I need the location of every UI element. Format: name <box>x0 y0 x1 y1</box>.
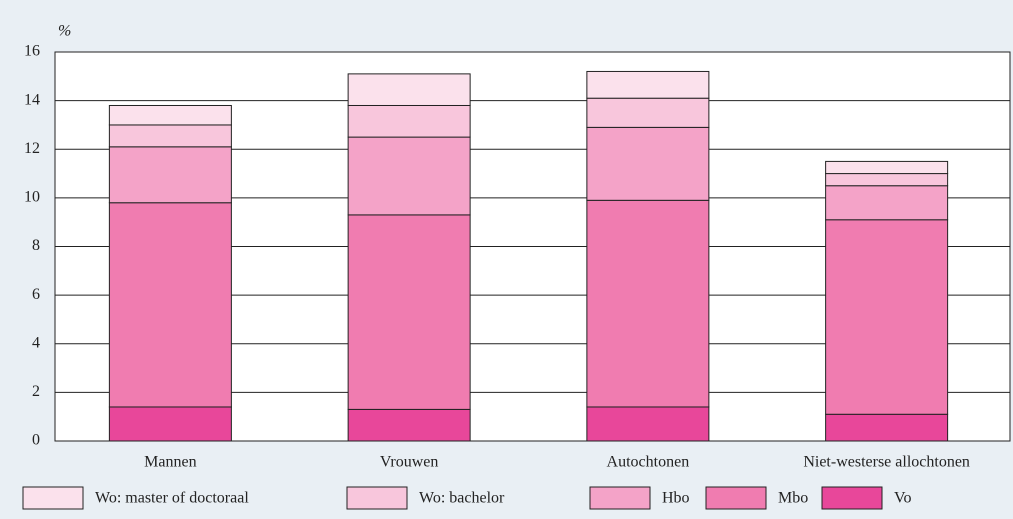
legend-label: Hbo <box>662 490 690 507</box>
y-tick-label: 12 <box>24 140 40 157</box>
legend-swatch <box>821 486 883 510</box>
bar-segment <box>347 136 471 216</box>
bar-segment <box>347 214 471 410</box>
bar-segment <box>347 408 471 442</box>
bar-segment <box>825 413 949 442</box>
bar-segment <box>347 104 471 138</box>
bar-segment <box>586 406 710 442</box>
y-tick-label: 2 <box>32 383 40 400</box>
y-tick-label: 10 <box>24 189 40 206</box>
bar-segment <box>825 160 949 175</box>
bar-segment <box>825 185 949 221</box>
x-tick-label: Vrouwen <box>380 454 439 471</box>
bar-segment <box>586 199 710 408</box>
y-tick-label: 14 <box>24 91 40 108</box>
bar-segment <box>108 146 232 204</box>
y-axis-label: % <box>58 23 71 40</box>
legend-swatch <box>589 486 651 510</box>
y-tick-label: 8 <box>32 237 40 254</box>
bar-segment <box>586 97 710 128</box>
x-tick-label: Niet-westerse allochtonen <box>803 454 970 471</box>
x-tick-label: Autochtonen <box>607 454 690 471</box>
bar-segment <box>108 406 232 442</box>
legend-swatch <box>22 486 84 510</box>
bar-segment <box>586 126 710 201</box>
legend-label: Mbo <box>778 490 808 507</box>
x-tick-label: Mannen <box>144 454 196 471</box>
legend-swatch <box>705 486 767 510</box>
bar-segment <box>108 124 232 148</box>
bar-segment <box>825 173 949 187</box>
bar-segment <box>108 202 232 408</box>
bar-segment <box>825 219 949 415</box>
y-tick-label: 0 <box>32 432 40 449</box>
bar-segment <box>347 73 471 106</box>
legend-label: Wo: master of doctoraal <box>95 490 249 507</box>
y-tick-label: 16 <box>24 43 40 60</box>
legend-swatch <box>346 486 408 510</box>
bar-segment <box>586 70 710 99</box>
bar-segment <box>108 104 232 126</box>
legend-label: Wo: bachelor <box>419 490 505 507</box>
legend-label: Vo <box>894 490 912 507</box>
y-tick-label: 6 <box>32 286 40 303</box>
y-tick-label: 4 <box>32 334 40 351</box>
